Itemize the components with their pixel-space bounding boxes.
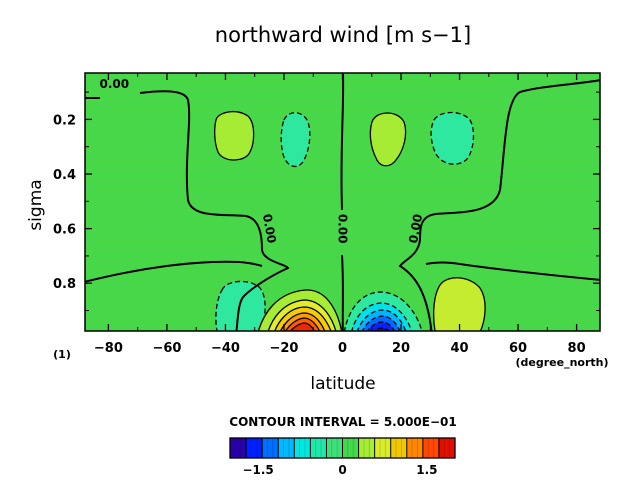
colorbar-tick-label: 0 bbox=[338, 463, 346, 477]
x-tick-label: 80 bbox=[568, 341, 586, 356]
x-axis: −80 −60 −40 −20 0 20 40 60 80 bbox=[94, 73, 586, 356]
x-unit-label: (degree_north) bbox=[515, 356, 608, 369]
upper-negative-cell-south bbox=[280, 112, 311, 168]
y-axis-label: sigma bbox=[26, 179, 46, 230]
contour-label-group: 0.00 bbox=[406, 213, 425, 245]
colorbar-frame bbox=[229, 437, 456, 459]
colorbar-swatch bbox=[262, 438, 279, 458]
upper-positive-cell-north bbox=[369, 112, 407, 167]
colorbar-swatch bbox=[246, 438, 263, 458]
surface-negative-minimum bbox=[343, 291, 423, 331]
upper-negative-cell-north bbox=[430, 111, 475, 165]
x-tick-label: −60 bbox=[152, 341, 181, 356]
colorbar-swatch bbox=[230, 438, 247, 458]
colorbar-swatch bbox=[438, 438, 456, 458]
contour-label: 0.00 bbox=[336, 214, 350, 244]
x-tick-label: −40 bbox=[211, 341, 240, 356]
chart-title: northward wind [m s−1] bbox=[215, 23, 471, 47]
contour-label-group: 0.00 bbox=[336, 214, 350, 244]
x-tick-label: −20 bbox=[269, 341, 298, 356]
colorbar-swatch bbox=[422, 438, 440, 458]
zero-contour-south bbox=[85, 90, 290, 331]
y-tick-label: 0.8 bbox=[53, 277, 76, 292]
plot-area bbox=[85, 73, 600, 331]
x-tick-label: 20 bbox=[392, 341, 410, 356]
zero-contours bbox=[85, 73, 600, 331]
colorbar-swatch bbox=[294, 438, 311, 458]
colorbar-swatch bbox=[310, 438, 327, 458]
contour-interval-text: CONTOUR INTERVAL = 5.000E−01 bbox=[229, 415, 456, 429]
colorbar-tick-label: 1.5 bbox=[416, 463, 437, 477]
lower-positive-cell-north bbox=[433, 277, 486, 331]
x-tick-label: 60 bbox=[509, 341, 527, 356]
contour-label-group: 0.00 bbox=[260, 213, 279, 245]
x-axis-label: latitude bbox=[310, 374, 375, 394]
corner-label: (1) bbox=[53, 348, 71, 361]
colorbar-swatch bbox=[374, 438, 392, 458]
y-tick-label: 0.2 bbox=[53, 113, 76, 128]
x-tick-label: 40 bbox=[450, 341, 468, 356]
colorbar-swatch bbox=[342, 438, 360, 458]
contour-label: 0.00 bbox=[99, 77, 129, 91]
colorbar-swatch bbox=[406, 438, 424, 458]
x-tick-label: 0 bbox=[338, 341, 347, 356]
colorbar-swatch bbox=[358, 438, 376, 458]
contour-label-group: 0.00 bbox=[99, 77, 129, 91]
contour-labels: 0.00 0.00 0.00 0.00 bbox=[99, 77, 425, 244]
zero-contour-north bbox=[398, 79, 600, 331]
colorbar-swatch bbox=[278, 438, 295, 458]
y-axis: 0.2 0.4 0.6 0.8 bbox=[53, 91, 600, 312]
y-tick-label: 0.6 bbox=[53, 223, 76, 238]
colorbar-swatch bbox=[390, 438, 408, 458]
lower-negative-cell-south bbox=[215, 280, 266, 331]
x-tick-label: −80 bbox=[94, 341, 123, 356]
upper-positive-cell-south bbox=[214, 110, 255, 161]
colorbar: −1.5 0 1.5 bbox=[229, 437, 456, 477]
y-tick-label: 0.4 bbox=[53, 168, 76, 183]
colorbar-swatch bbox=[326, 438, 343, 458]
contour-label: 0.00 bbox=[260, 213, 279, 245]
contour-label: 0.00 bbox=[406, 213, 425, 245]
colorbar-tick-label: −1.5 bbox=[242, 463, 273, 477]
